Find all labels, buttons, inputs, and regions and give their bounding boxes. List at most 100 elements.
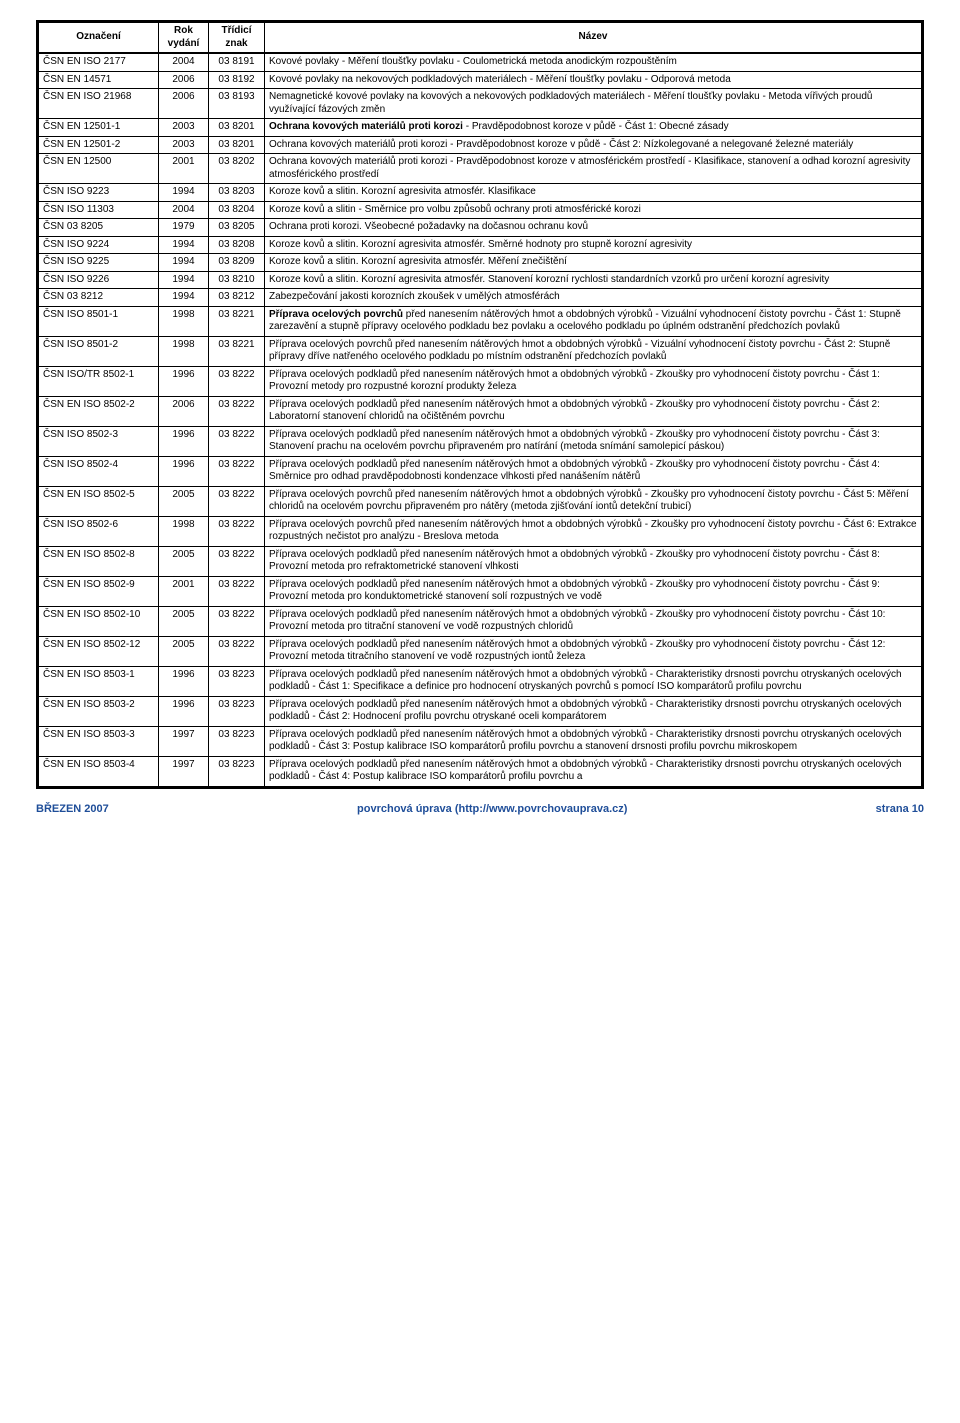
- table-cell: 1996: [159, 366, 209, 396]
- table-cell: 2001: [159, 576, 209, 606]
- table-cell: 03 8223: [209, 666, 265, 696]
- table-cell: ČSN EN 12500: [39, 154, 159, 184]
- table-cell: Koroze kovů a slitin. Korozní agresivita…: [265, 254, 922, 272]
- table-cell: ČSN EN 12501-2: [39, 136, 159, 154]
- table-row: ČSN EN ISO 8503-1199603 8223Příprava oce…: [39, 666, 922, 696]
- col-header-oznaceni: Označení: [39, 23, 159, 54]
- table-cell: ČSN EN 12501-1: [39, 119, 159, 137]
- table-cell: Kovové povlaky - Měření tloušťky povlaku…: [265, 53, 922, 71]
- table-row: ČSN EN ISO 21968200603 8193Nemagnetické …: [39, 89, 922, 119]
- table-row: ČSN ISO/TR 8502-1199603 8222Příprava oce…: [39, 366, 922, 396]
- table-cell: 03 8204: [209, 201, 265, 219]
- table-cell: Příprava ocelových povrchů před nanesení…: [265, 336, 922, 366]
- table-cell: Příprava ocelových podkladů před nanesen…: [265, 666, 922, 696]
- table-cell: ČSN EN ISO 8503-2: [39, 696, 159, 726]
- table-cell: 1996: [159, 666, 209, 696]
- table-body: ČSN EN ISO 2177200403 8191Kovové povlaky…: [39, 53, 922, 786]
- table-cell: 03 8222: [209, 636, 265, 666]
- table-cell: 03 8203: [209, 184, 265, 202]
- table-cell: Nemagnetické kovové povlaky na kovových …: [265, 89, 922, 119]
- table-row: ČSN EN 12501-1200303 8201Ochrana kovovýc…: [39, 119, 922, 137]
- table-cell: 1994: [159, 184, 209, 202]
- table-cell: ČSN ISO 9224: [39, 236, 159, 254]
- table-cell: 03 8192: [209, 71, 265, 89]
- page-footer: BŘEZEN 2007 povrchová úprava (http://www…: [36, 803, 924, 815]
- table-row: ČSN 03 8212199403 8212Zabezpečování jako…: [39, 289, 922, 307]
- table-cell: 2003: [159, 119, 209, 137]
- table-cell: Zabezpečování jakosti korozních zkoušek …: [265, 289, 922, 307]
- table-cell: 03 8205: [209, 219, 265, 237]
- table-cell: 03 8221: [209, 336, 265, 366]
- footer-right: strana 10: [876, 803, 924, 815]
- table-cell: ČSN ISO 9225: [39, 254, 159, 272]
- table-cell: 03 8222: [209, 396, 265, 426]
- col-header-nazev: Název: [265, 23, 922, 54]
- table-cell: 1997: [159, 756, 209, 786]
- table-cell: ČSN EN ISO 8502-5: [39, 486, 159, 516]
- table-cell: Příprava ocelových podkladů před nanesen…: [265, 606, 922, 636]
- table-cell: 03 8223: [209, 756, 265, 786]
- table-cell: 03 8222: [209, 546, 265, 576]
- table-cell: ČSN ISO/TR 8502-1: [39, 366, 159, 396]
- table-cell: Příprava ocelových podkladů před nanesen…: [265, 576, 922, 606]
- table-cell: 1994: [159, 254, 209, 272]
- table-row: ČSN EN ISO 8502-9200103 8222Příprava oce…: [39, 576, 922, 606]
- table-header: Označení Rok vydání Třídicí znak Název: [39, 23, 922, 54]
- table-cell: Příprava ocelových podkladů před nanesen…: [265, 396, 922, 426]
- table-cell: Příprava ocelových podkladů před nanesen…: [265, 636, 922, 666]
- table-cell: 2006: [159, 89, 209, 119]
- table-cell: ČSN EN ISO 8503-4: [39, 756, 159, 786]
- table-row: ČSN ISO 9224199403 8208Koroze kovů a sli…: [39, 236, 922, 254]
- table-cell: 03 8193: [209, 89, 265, 119]
- table-cell: ČSN EN ISO 8503-1: [39, 666, 159, 696]
- table-cell: ČSN ISO 8502-4: [39, 456, 159, 486]
- table-cell: 2005: [159, 606, 209, 636]
- table-cell: 1998: [159, 336, 209, 366]
- table-cell: 03 8222: [209, 606, 265, 636]
- table-cell: Příprava ocelových podkladů před nanesen…: [265, 696, 922, 726]
- table-cell: 03 8223: [209, 726, 265, 756]
- table-cell: 1998: [159, 306, 209, 336]
- table-cell: 1998: [159, 516, 209, 546]
- table-cell: 03 8222: [209, 486, 265, 516]
- table-cell: 1996: [159, 696, 209, 726]
- table-cell: Ochrana kovových materiálů proti korozi …: [265, 136, 922, 154]
- table-cell: 2006: [159, 396, 209, 426]
- table-cell: 03 8221: [209, 306, 265, 336]
- table-cell: 1994: [159, 289, 209, 307]
- table-cell: 2003: [159, 136, 209, 154]
- table-cell: Příprava ocelových podkladů před nanesen…: [265, 726, 922, 756]
- table-row: ČSN ISO 9225199403 8209Koroze kovů a sli…: [39, 254, 922, 272]
- table-cell: Kovové povlaky na nekovových podkladovýc…: [265, 71, 922, 89]
- table-cell: 03 8209: [209, 254, 265, 272]
- table-row: ČSN EN 12500200103 8202Ochrana kovových …: [39, 154, 922, 184]
- table-cell: ČSN 03 8205: [39, 219, 159, 237]
- table-row: ČSN EN 14571200603 8192Kovové povlaky na…: [39, 71, 922, 89]
- table-row: ČSN ISO 8501-2199803 8221Příprava ocelov…: [39, 336, 922, 366]
- table-cell: ČSN EN ISO 8502-10: [39, 606, 159, 636]
- table-cell: Příprava ocelových povrchů před nanesení…: [265, 516, 922, 546]
- table-row: ČSN ISO 11303200403 8204Koroze kovů a sl…: [39, 201, 922, 219]
- table-cell: ČSN EN 14571: [39, 71, 159, 89]
- table-cell: Příprava ocelových podkladů před nanesen…: [265, 456, 922, 486]
- table-cell: 2005: [159, 636, 209, 666]
- table-cell: 03 8223: [209, 696, 265, 726]
- col-header-rok: Rok vydání: [159, 23, 209, 54]
- page-frame: Označení Rok vydání Třídicí znak Název Č…: [36, 20, 924, 789]
- table-row: ČSN 03 8205197903 8205Ochrana proti koro…: [39, 219, 922, 237]
- table-cell: 1979: [159, 219, 209, 237]
- table-cell: Ochrana kovových materiálů proti korozi …: [265, 119, 922, 137]
- table-cell: ČSN EN ISO 8502-2: [39, 396, 159, 426]
- table-row: ČSN EN ISO 8503-3199703 8223Příprava oce…: [39, 726, 922, 756]
- table-cell: ČSN EN ISO 8503-3: [39, 726, 159, 756]
- table-cell: 2004: [159, 53, 209, 71]
- table-cell: 1997: [159, 726, 209, 756]
- table-cell: Koroze kovů a slitin. Korozní agresivita…: [265, 236, 922, 254]
- table-cell: ČSN ISO 9223: [39, 184, 159, 202]
- table-cell: 03 8222: [209, 366, 265, 396]
- table-cell: ČSN EN ISO 8502-8: [39, 546, 159, 576]
- table-cell: ČSN ISO 8502-3: [39, 426, 159, 456]
- table-cell: ČSN 03 8212: [39, 289, 159, 307]
- table-cell: ČSN ISO 8502-6: [39, 516, 159, 546]
- table-cell: 03 8208: [209, 236, 265, 254]
